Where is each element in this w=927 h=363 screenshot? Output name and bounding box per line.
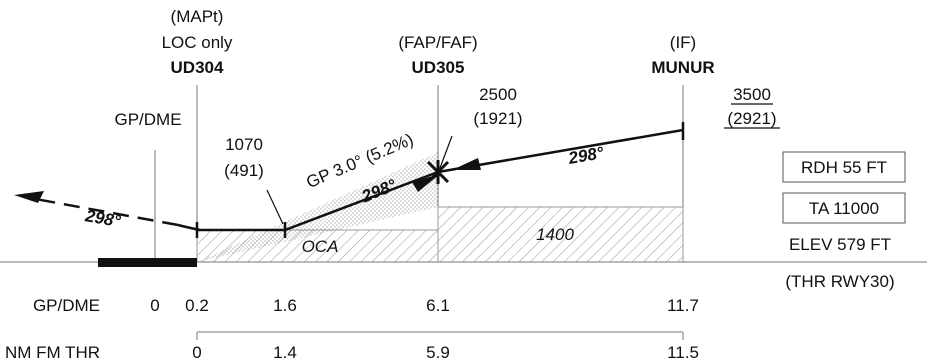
mapt-note: LOC only [162,33,233,52]
elev-text: ELEV 579 FT [789,235,891,254]
alt-3500: 3500 [733,85,771,104]
final-approach-segment [177,170,439,232]
mapt-name: UD304 [171,58,224,77]
thr-text: (THR RWY30) [785,272,894,291]
thr-value-0: 0 [192,343,201,362]
ta-text: TA 11000 [809,199,879,218]
gpdme-value-4: 11.7 [667,296,699,315]
intermediate-track: 298° [566,143,605,168]
missed-arrowhead [14,191,44,203]
gpdme-value-3: 6.1 [426,296,450,315]
if-name: MUNUR [651,58,714,77]
ta-box [782,192,906,224]
thr-value-2: 5.9 [426,343,450,362]
glidepath-band [197,152,438,262]
oca-label: OCA [302,237,339,256]
gpdme-value-1: 0.2 [185,296,209,315]
alt-1070: 1070 [225,135,263,154]
thr-value-1: 1.4 [273,343,297,362]
runway-bar [98,258,197,267]
thr-value-3: 11.5 [667,343,699,362]
hgt-2921: (2921) [727,109,776,128]
faf-star [426,160,450,184]
gpdme-value-2: 1.6 [273,296,297,315]
gpdme-scale-label: GP/DME [33,296,100,315]
leader-2500 [439,135,453,169]
leader-1070 [266,189,284,225]
gpdme-fix-label: GP/DME [114,110,181,129]
fap-role: (FAP/FAF) [398,33,477,52]
rdh-text: RDH 55 FT [801,158,887,177]
mapt-role: (MAPt) [171,7,224,26]
hgt-1921: (1921) [473,109,522,128]
fap-name: UD305 [412,58,465,77]
missed-track: 298° [83,206,122,231]
rdh-box [782,151,906,183]
msa-value: 1400 [536,225,574,244]
gpdme-value-0: 0 [150,296,159,315]
if-role: (IF) [670,33,696,52]
thr-scale-label: NM FM THR [5,343,100,362]
missed-approach-segment [29,196,179,227]
alt-2500: 2500 [479,85,517,104]
intermediate-arrowhead [452,158,481,170]
hgt-491: (491) [224,161,264,180]
